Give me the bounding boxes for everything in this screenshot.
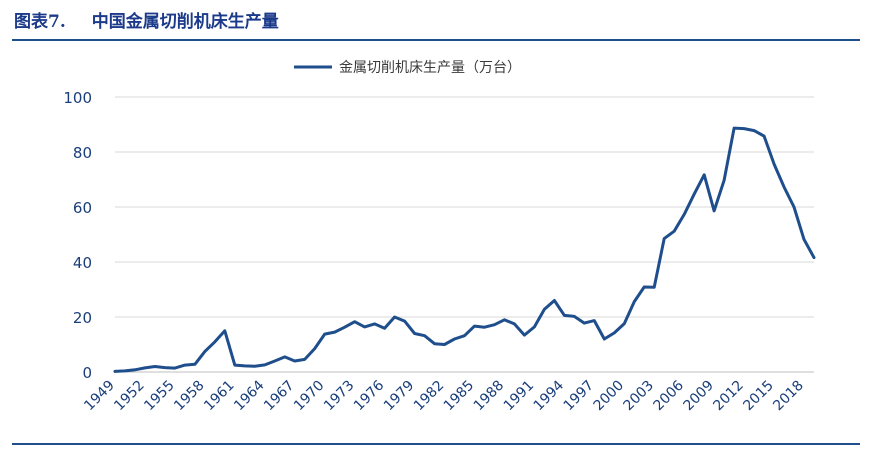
grid (115, 96, 814, 318)
x-tick-label: 2012 (710, 378, 747, 415)
x-tick-label: 1964 (231, 377, 268, 414)
y-tick-label: 20 (73, 309, 92, 327)
x-tick-label: 1988 (471, 378, 508, 415)
x-tick-label: 1952 (111, 378, 148, 415)
x-tick-label: 1973 (321, 378, 358, 415)
x-tick-label: 1967 (261, 378, 298, 415)
figure-title-text: 中国金属切削机床生产量 (91, 12, 279, 32)
x-tick-label: 2006 (650, 377, 687, 414)
y-tick-label: 0 (82, 364, 92, 382)
figure-title: 图表7. 中国金属切削机床生产量 (14, 10, 279, 34)
x-tick-label: 1982 (411, 378, 448, 415)
x-tick-label: 1961 (201, 378, 238, 415)
figure-label: 图表7. (14, 12, 66, 32)
x-tick-label: 1970 (291, 378, 328, 415)
x-tick-label: 1985 (441, 378, 478, 415)
x-tick-label: 1976 (351, 377, 388, 414)
x-tick-label: 1979 (381, 378, 418, 415)
legend: 金属切削机床生产量（万台） (294, 60, 521, 76)
x-tick-label: 2009 (680, 378, 717, 415)
bottom-rule (12, 443, 860, 445)
y-axis: 0 20 40 60 80 100 (63, 89, 92, 382)
y-tick-label: 40 (73, 254, 92, 272)
x-tick-label: 1997 (561, 378, 598, 415)
y-tick-label: 80 (73, 144, 92, 162)
x-tick-label: 1949 (81, 378, 118, 415)
x-tick-label: 2003 (621, 378, 658, 415)
y-tick-label: 100 (63, 89, 92, 107)
x-tick-label: 1958 (171, 378, 208, 415)
x-tick-label: 1955 (141, 378, 178, 415)
series-line (113, 126, 816, 373)
x-axis: 1949195219551958196119641967197019731976… (81, 377, 807, 414)
series-layer (113, 126, 816, 373)
x-tick-label: 2000 (591, 378, 628, 415)
x-tick-label: 2018 (770, 378, 807, 415)
title-rule (12, 39, 860, 41)
y-tick-label: 60 (73, 199, 92, 217)
x-tick-label: 1994 (531, 377, 568, 414)
x-tick-label: 2015 (740, 378, 777, 415)
legend-label: 金属切削机床生产量（万台） (339, 60, 521, 76)
x-tick-label: 1991 (501, 378, 538, 415)
